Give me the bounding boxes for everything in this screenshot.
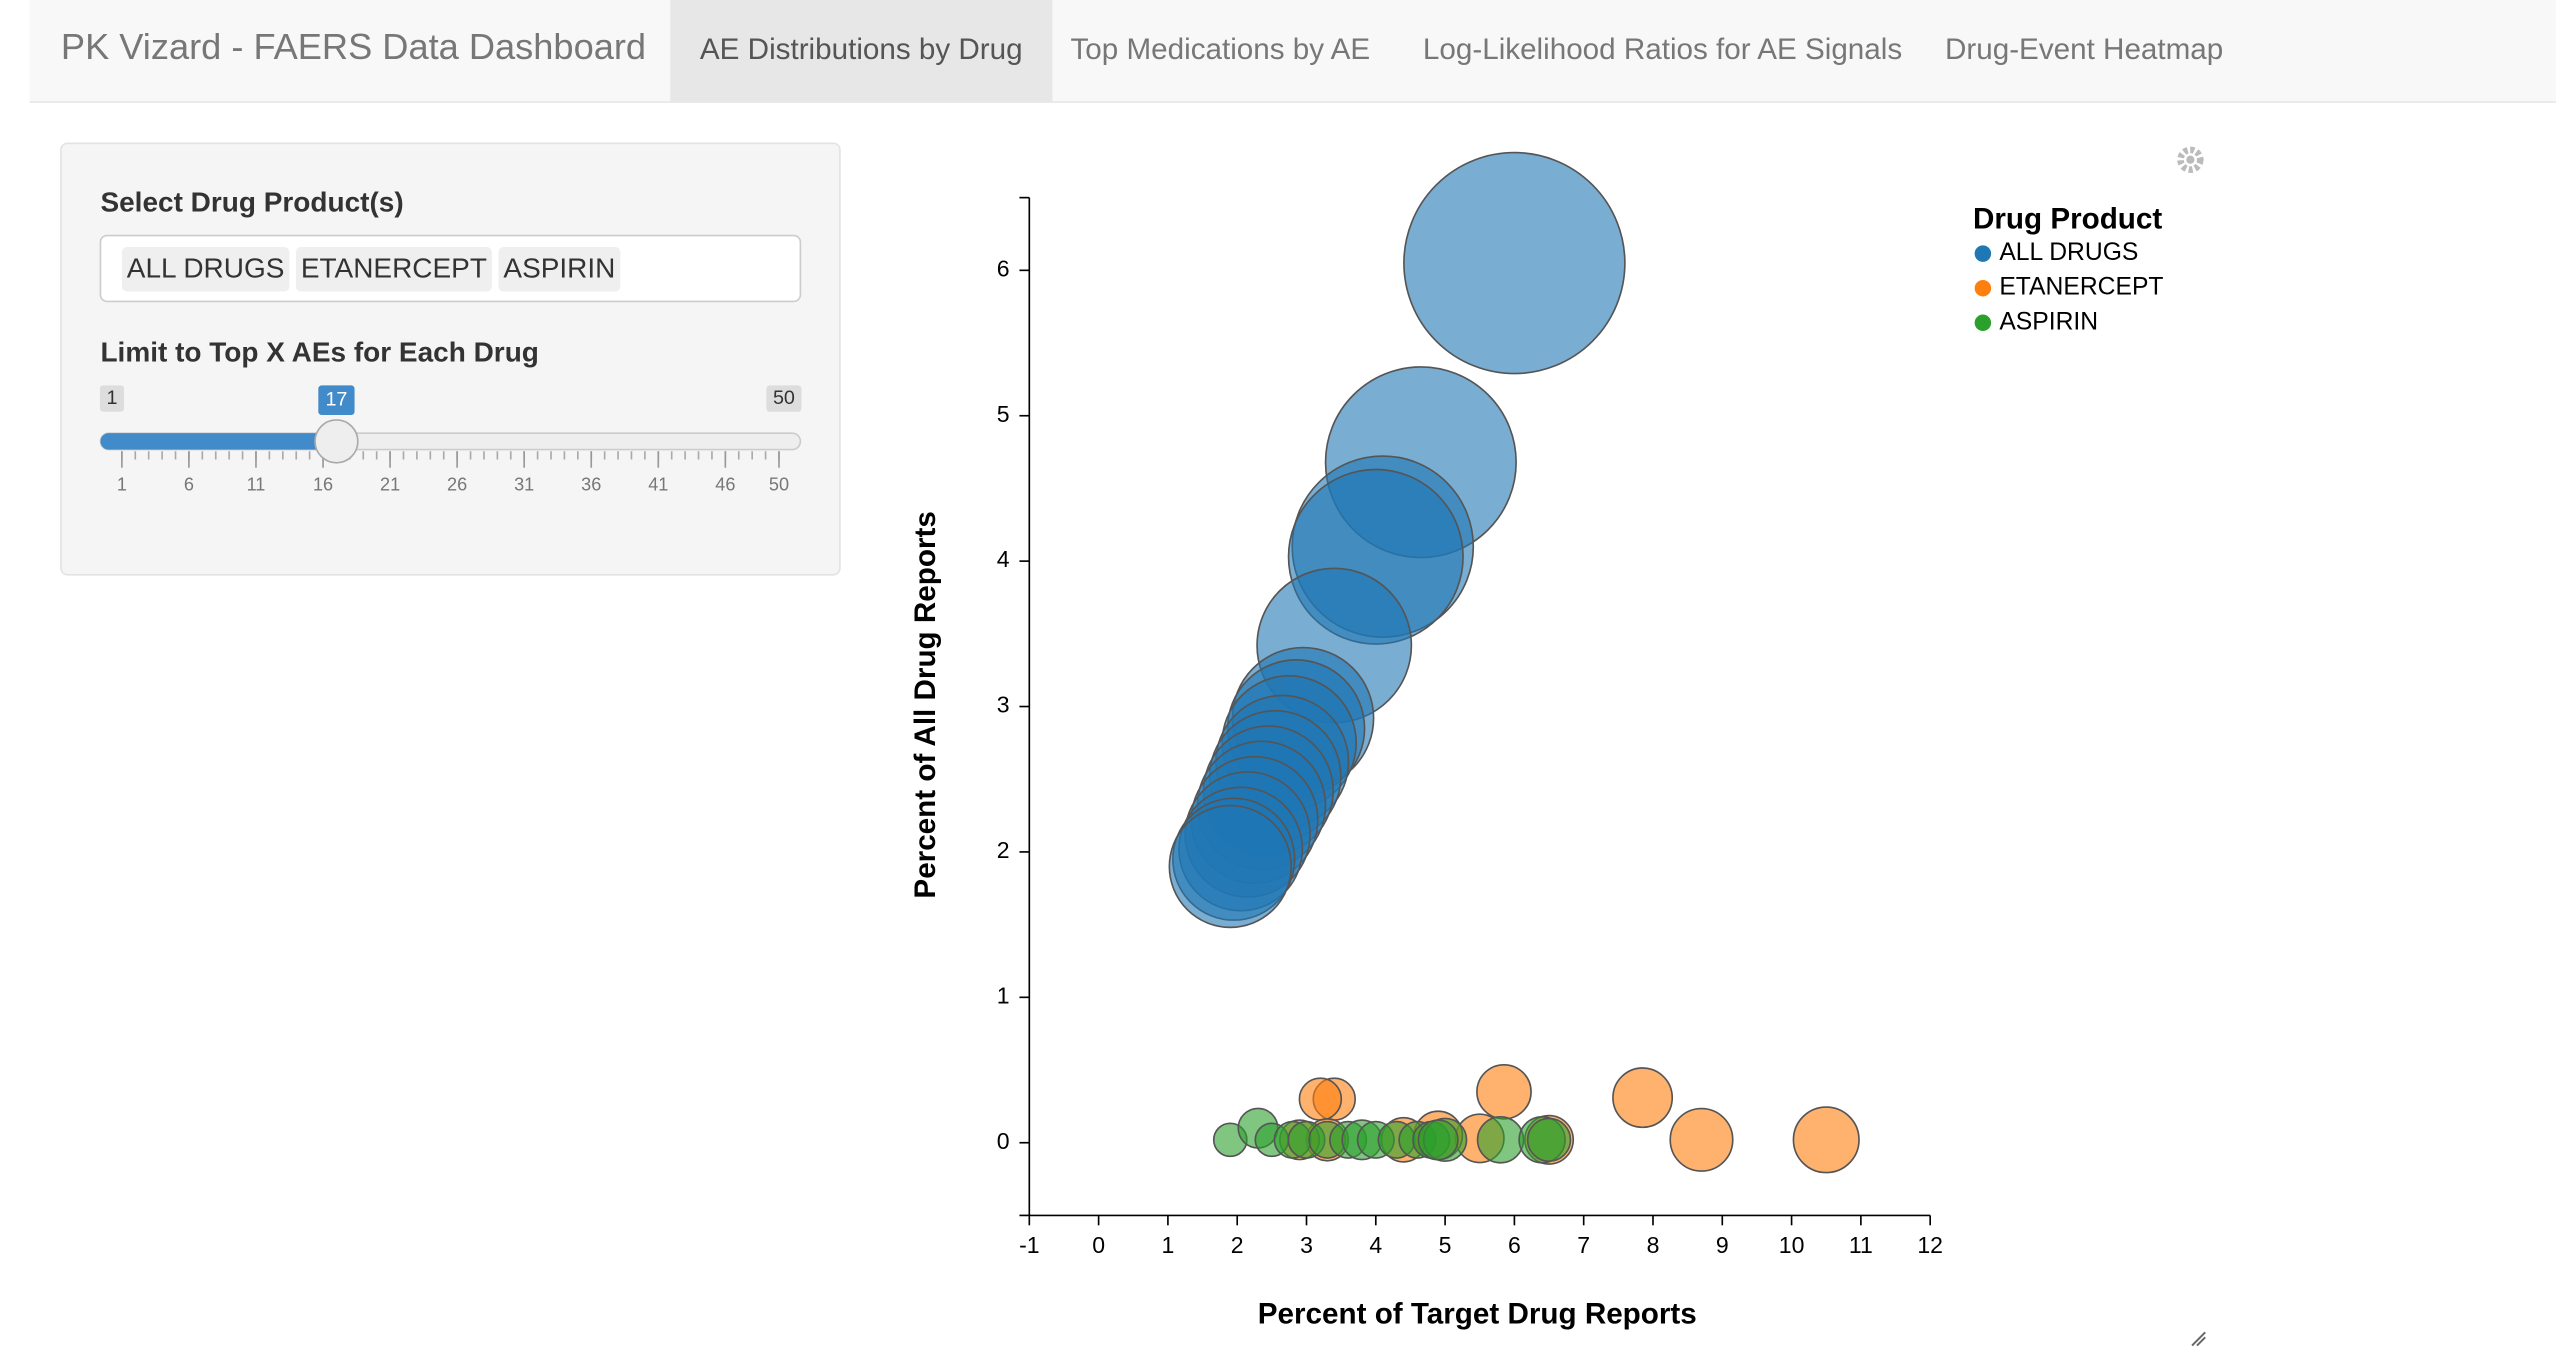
slider-tick-label: 46 [715,475,735,495]
slider-fill [100,433,337,450]
nav-tab[interactable]: Drug-Event Heatmap [1945,33,2223,66]
x-tick-label: 2 [1231,1232,1244,1258]
y-tick-label: 2 [997,837,1010,863]
x-tick-label: 0 [1092,1232,1105,1258]
slider-tick-label: 26 [447,475,467,495]
bubble [1476,1116,1525,1164]
slider-min-label: 1 [106,387,117,409]
x-tick-label: 5 [1439,1232,1452,1258]
slider-value-bg [318,385,355,416]
x-tick-label: 12 [1917,1232,1943,1258]
legend-title: Drug Product [1973,203,2162,236]
slider-tick-label: 16 [313,475,333,495]
drug-chip[interactable] [121,247,290,292]
bubble [1298,1077,1343,1121]
x-axis-title: Percent of Target Drug Reports [1258,1298,1697,1331]
y-tick-label: 0 [997,1128,1010,1154]
legend-label[interactable]: ETANERCEPT [1999,274,2163,301]
slider-tick-label: 41 [648,475,668,495]
slider-value: 17 [325,388,347,410]
navbar [29,0,2556,103]
x-tick-label: -1 [1019,1232,1039,1258]
x-tick-label: 4 [1369,1232,1382,1258]
slider-tick-label: 6 [184,475,194,495]
legend-label[interactable]: ALL DRUGS [1999,239,2138,266]
gear-hub[interactable] [2186,155,2195,164]
slider-tick-label: 11 [247,475,266,495]
slider-tick-label: 50 [769,475,789,495]
drug-chip-label[interactable]: ETANERCEPT [301,252,487,283]
x-tick-label: 8 [1647,1232,1660,1258]
drug-chip-label[interactable]: ALL DRUGS [127,252,285,283]
bubble [1403,151,1626,375]
x-tick-label: 9 [1716,1232,1729,1258]
slider-max-bg [766,385,802,412]
bubble [1792,1106,1860,1174]
y-tick-label: 6 [997,255,1010,281]
slider-label: Limit to Top X AEs for Each Drug [100,336,538,367]
y-tick-label: 4 [997,546,1010,572]
gear[interactable] [2177,146,2204,173]
nav-tab[interactable]: Log-Likelihood Ratios for AE Signals [1423,33,1902,66]
drug-chip-label[interactable]: ASPIRIN [503,252,615,283]
y-tick-label: 5 [997,401,1010,427]
brand: PK Vizard - FAERS Data Dashboard [61,26,646,67]
legend-swatch [1974,314,1992,332]
slider-tick-label: 31 [514,475,534,495]
legend-label[interactable]: ASPIRIN [1999,308,2098,335]
nav-tab[interactable]: Top Medications by AE [1070,33,1370,66]
resize-handle[interactable] [2191,1331,2206,1347]
slider-handle[interactable] [314,419,359,464]
slider-max-label: 50 [773,387,795,409]
bubble [1612,1067,1674,1129]
y-axis-title: Percent of All Drug Reports [909,511,942,898]
bubble [1526,1117,1572,1163]
nav-tab-active-bg [670,0,1053,103]
legend-swatch [1974,245,1992,262]
bubble [1476,1063,1532,1120]
bubble [1669,1107,1734,1172]
y-tick-label: 3 [997,692,1010,718]
x-tick-label: 11 [1849,1232,1873,1258]
slider-min-bg [99,385,125,412]
bubble [1417,1119,1459,1161]
x-tick-label: 10 [1779,1232,1805,1258]
x-tick-label: 1 [1161,1232,1174,1258]
settings-icon[interactable] [2177,146,2204,173]
x-tick-label: 7 [1577,1232,1590,1258]
slider-tick-label: 1 [117,475,127,495]
x-tick-label: 3 [1300,1232,1313,1258]
slider-tick-label: 21 [380,475,400,495]
drug-chip[interactable] [498,247,621,292]
y-tick-label: 1 [997,982,1010,1008]
nav-tab[interactable]: AE Distributions by Drug [700,33,1023,66]
bubble [1168,804,1293,929]
x-tick-label: 6 [1508,1232,1521,1258]
slider-tick-label: 36 [581,475,601,495]
drug-chip[interactable] [295,247,492,292]
legend-swatch [1974,279,1992,297]
drug-label: Select Drug Product(s) [100,187,403,218]
